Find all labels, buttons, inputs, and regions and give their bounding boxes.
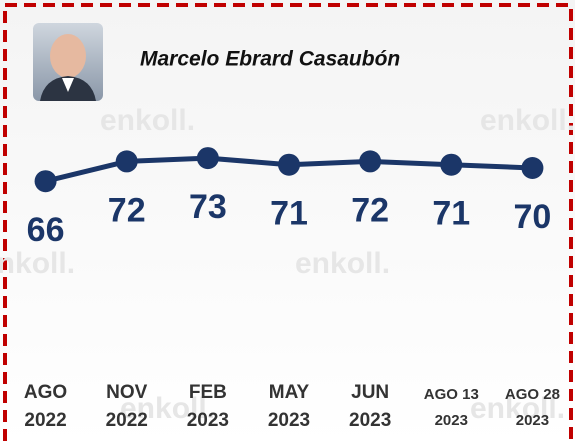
point	[196, 147, 219, 170]
x-tick-label: NOV	[106, 382, 148, 403]
x-tick-label: AGO 13	[424, 386, 479, 403]
x-tick-label: 2023	[349, 410, 391, 431]
point	[440, 153, 463, 176]
x-tick-label: JUN	[351, 382, 389, 403]
x-tick-label: 2023	[268, 410, 310, 431]
x-tick-label: AGO 28	[505, 386, 560, 403]
watermark: enkoll.	[100, 104, 195, 137]
watermark: enkoll.	[470, 392, 565, 425]
frame	[3, 3, 573, 446]
value-label: 72	[108, 191, 146, 229]
x-tick-label: 2022	[106, 410, 148, 431]
value-label: 71	[432, 195, 470, 233]
value-label: 70	[514, 198, 552, 236]
x-tick-label: 2023	[187, 410, 229, 431]
x-tick-label: 2023	[435, 412, 468, 429]
photo-shirt	[62, 78, 74, 92]
point	[521, 157, 544, 179]
chart-title: Marcelo Ebrard Casaubón	[140, 48, 400, 71]
x-tick-label: AGO	[24, 382, 67, 403]
watermark: enkoll.	[120, 392, 215, 425]
point	[115, 150, 138, 173]
x-tick-label: 2022	[24, 410, 66, 431]
watermark: enkoll.	[0, 247, 75, 280]
x-tick-label: MAY	[269, 382, 310, 403]
value-label: 73	[189, 188, 227, 226]
point	[359, 150, 382, 173]
value-label: 66	[27, 211, 65, 249]
x-tick-label: FEB	[189, 382, 227, 403]
point	[34, 170, 57, 193]
watermarks: enkoll. enkoll. enkoll. enkoll. enkoll. …	[0, 104, 575, 425]
point	[278, 153, 300, 176]
watermark: enkoll.	[480, 104, 575, 137]
watermark: enkoll.	[295, 247, 390, 280]
value-label: 72	[351, 191, 389, 229]
x-tick-label: 2023	[516, 412, 549, 429]
photo-face	[50, 34, 86, 78]
value-label: 71	[270, 195, 308, 233]
photo	[33, 23, 103, 101]
